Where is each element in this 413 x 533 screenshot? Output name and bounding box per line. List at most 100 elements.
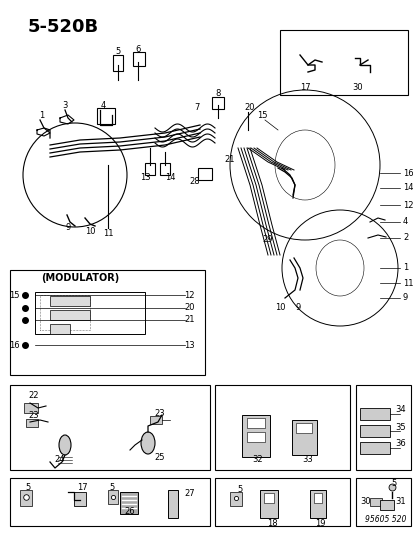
Bar [379,500,393,510]
Text: 5: 5 [25,482,31,491]
Text: 29: 29 [262,236,273,245]
Text: 32: 32 [252,456,263,464]
Bar [150,416,161,424]
Text: 30: 30 [352,84,363,93]
Bar [291,420,316,455]
Bar [10,270,204,375]
Text: 10: 10 [85,227,95,236]
Bar [120,492,138,514]
Text: 6: 6 [135,44,140,53]
Text: 27: 27 [184,489,195,498]
Text: 5: 5 [237,484,242,494]
Text: 22: 22 [28,391,38,400]
Text: 16: 16 [9,341,20,350]
Text: 15: 15 [9,290,20,300]
Bar [359,408,389,420]
Bar [97,108,115,124]
Text: 23: 23 [28,410,38,419]
Bar [214,478,349,526]
Text: 17: 17 [299,84,310,93]
Bar [50,296,90,306]
Text: 21: 21 [224,156,235,165]
Text: 24: 24 [55,456,65,464]
Text: 11: 11 [402,279,413,287]
Bar [50,324,70,334]
Text: 3: 3 [62,101,67,110]
Bar [355,385,410,470]
Text: 21: 21 [184,316,195,325]
Text: 30: 30 [359,497,370,506]
Bar [359,442,389,454]
Bar [10,478,209,526]
Text: 5-520B: 5-520B [28,18,99,36]
Text: 20: 20 [244,103,255,112]
Bar [242,415,269,457]
Bar [247,418,264,428]
Bar [145,163,154,175]
Bar [168,490,178,518]
Bar [247,432,264,442]
Bar [113,55,123,71]
Bar [197,168,211,180]
Bar [108,490,118,504]
Bar [20,490,32,506]
Text: 28: 28 [189,177,200,187]
Bar [279,30,407,95]
Ellipse shape [59,435,71,455]
Text: 11: 11 [102,230,113,238]
Bar [263,493,273,503]
Bar [40,295,90,330]
Bar [309,490,325,518]
Bar [355,478,410,526]
Text: 19: 19 [314,519,325,528]
Bar [211,97,223,109]
Text: 5: 5 [109,482,114,491]
Text: 8: 8 [215,88,220,98]
Text: 15: 15 [256,111,267,120]
Text: 10: 10 [274,303,285,312]
Bar [74,492,86,506]
Bar [214,385,349,470]
Text: 13: 13 [139,174,150,182]
Bar [369,498,381,506]
Text: 5: 5 [115,46,120,55]
Bar [24,403,38,413]
Text: 14: 14 [164,174,175,182]
Text: 33: 33 [302,456,313,464]
Bar [35,292,145,334]
Text: 36: 36 [394,440,405,448]
Bar [359,425,389,437]
Text: 14: 14 [402,183,413,192]
Bar [230,492,242,506]
Text: 95605 520: 95605 520 [364,515,405,524]
Text: 20: 20 [184,303,195,312]
Text: 13: 13 [184,341,195,350]
Text: 26: 26 [124,507,135,516]
Text: 12: 12 [184,290,195,300]
Text: 1: 1 [402,263,407,272]
Bar [159,163,170,175]
Text: 9: 9 [294,303,300,312]
Text: 9: 9 [65,223,71,232]
Text: 9: 9 [402,294,407,303]
Text: 4: 4 [100,101,105,110]
Text: 4: 4 [402,217,407,227]
Bar [313,493,321,503]
Text: 34: 34 [394,406,405,415]
Text: 16: 16 [402,168,413,177]
Text: 17: 17 [76,482,87,491]
Bar [295,423,311,433]
Bar [259,490,277,518]
Text: (MODULATOR): (MODULATOR) [41,273,119,283]
Text: 12: 12 [402,200,413,209]
Text: 35: 35 [394,423,405,432]
Bar [10,385,209,470]
Text: 7: 7 [194,103,199,112]
Bar [50,310,90,320]
Text: 5: 5 [391,480,396,489]
Text: 18: 18 [266,519,277,528]
Text: 25: 25 [154,454,165,463]
Text: 1: 1 [39,111,45,120]
Text: 23: 23 [154,408,165,417]
Text: 2: 2 [402,233,407,243]
